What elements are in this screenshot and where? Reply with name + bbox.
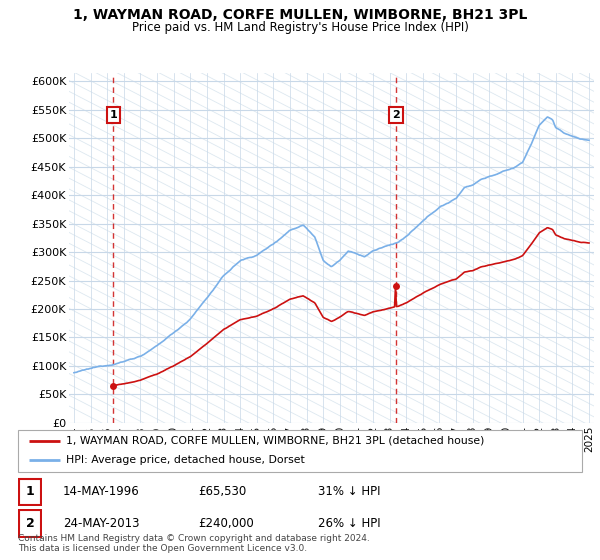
- Text: HPI: Average price, detached house, Dorset: HPI: Average price, detached house, Dors…: [66, 455, 305, 465]
- Text: 14-MAY-1996: 14-MAY-1996: [63, 485, 140, 498]
- Text: 24-MAY-2013: 24-MAY-2013: [63, 517, 139, 530]
- FancyBboxPatch shape: [18, 430, 582, 472]
- Text: 31% ↓ HPI: 31% ↓ HPI: [318, 485, 380, 498]
- Text: £65,530: £65,530: [198, 485, 246, 498]
- Text: 1, WAYMAN ROAD, CORFE MULLEN, WIMBORNE, BH21 3PL: 1, WAYMAN ROAD, CORFE MULLEN, WIMBORNE, …: [73, 8, 527, 22]
- Text: £240,000: £240,000: [198, 517, 254, 530]
- FancyBboxPatch shape: [19, 479, 41, 505]
- Text: 2: 2: [392, 110, 400, 120]
- Text: Contains HM Land Registry data © Crown copyright and database right 2024.
This d: Contains HM Land Registry data © Crown c…: [18, 534, 370, 553]
- Text: 26% ↓ HPI: 26% ↓ HPI: [318, 517, 380, 530]
- Text: Price paid vs. HM Land Registry's House Price Index (HPI): Price paid vs. HM Land Registry's House …: [131, 21, 469, 34]
- Text: 1: 1: [109, 110, 117, 120]
- Text: 1, WAYMAN ROAD, CORFE MULLEN, WIMBORNE, BH21 3PL (detached house): 1, WAYMAN ROAD, CORFE MULLEN, WIMBORNE, …: [66, 436, 484, 446]
- FancyBboxPatch shape: [19, 511, 41, 536]
- Text: 1: 1: [26, 485, 34, 498]
- Text: 2: 2: [26, 517, 34, 530]
